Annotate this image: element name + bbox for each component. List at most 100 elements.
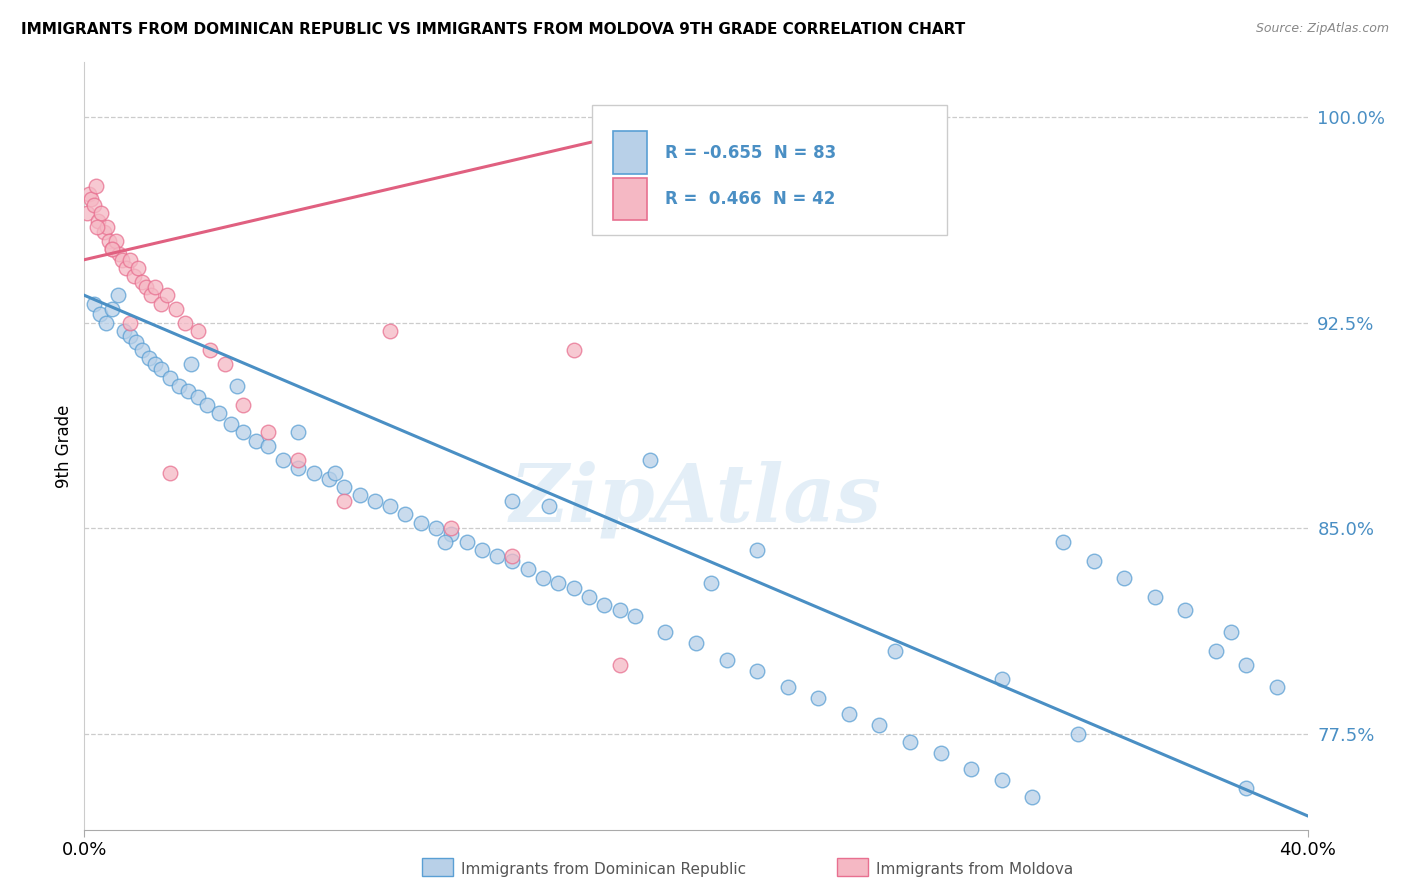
Point bbox=[547, 576, 569, 591]
Point bbox=[302, 467, 325, 481]
Point bbox=[112, 324, 135, 338]
Text: IMMIGRANTS FROM DOMINICAN REPUBLIC VS IMMIGRANTS FROM MOLDOVA 9TH GRADE CORRELAT: IMMIGRANTS FROM DOMINICAN REPUBLIC VS IM… bbox=[21, 22, 966, 37]
Point bbox=[898, 735, 921, 749]
Point bbox=[380, 324, 402, 338]
Point bbox=[991, 672, 1014, 686]
Point bbox=[198, 343, 221, 357]
Point bbox=[108, 247, 131, 261]
Point bbox=[380, 500, 402, 514]
Point bbox=[1205, 644, 1227, 658]
Point bbox=[167, 378, 190, 392]
Text: ZipAtlas: ZipAtlas bbox=[510, 461, 882, 539]
Point bbox=[471, 543, 494, 558]
Point bbox=[143, 357, 166, 371]
FancyBboxPatch shape bbox=[613, 178, 647, 219]
Point bbox=[139, 288, 162, 302]
Point bbox=[232, 398, 254, 412]
Point bbox=[609, 658, 631, 673]
Point bbox=[80, 193, 103, 207]
Point bbox=[1067, 727, 1090, 741]
Text: R = -0.655  N = 83: R = -0.655 N = 83 bbox=[665, 144, 837, 162]
Point bbox=[486, 549, 509, 563]
FancyBboxPatch shape bbox=[592, 104, 946, 235]
Point bbox=[257, 439, 280, 453]
Point bbox=[101, 301, 124, 316]
Point bbox=[245, 434, 267, 448]
Point bbox=[156, 288, 179, 302]
Point bbox=[83, 198, 105, 212]
Point bbox=[120, 329, 142, 343]
Point bbox=[1236, 658, 1258, 673]
Point bbox=[638, 452, 661, 467]
Point bbox=[991, 773, 1014, 788]
Point bbox=[578, 590, 600, 604]
Point bbox=[143, 280, 166, 294]
Point bbox=[394, 508, 416, 522]
Point bbox=[226, 378, 249, 392]
Point bbox=[149, 362, 172, 376]
Point bbox=[180, 357, 202, 371]
Point bbox=[538, 500, 561, 514]
Point bbox=[122, 269, 145, 284]
Point bbox=[125, 334, 148, 349]
Point bbox=[456, 534, 478, 549]
Text: R =  0.466  N = 42: R = 0.466 N = 42 bbox=[665, 190, 835, 208]
Point bbox=[149, 296, 172, 310]
Point bbox=[502, 554, 524, 568]
Point bbox=[159, 467, 181, 481]
Point bbox=[685, 636, 707, 650]
Point bbox=[1143, 590, 1166, 604]
Point bbox=[869, 718, 891, 732]
Point bbox=[90, 206, 112, 220]
Point bbox=[434, 534, 457, 549]
Point bbox=[716, 653, 738, 667]
Point bbox=[1021, 789, 1043, 804]
Point bbox=[929, 746, 952, 760]
Point bbox=[562, 582, 585, 596]
Point bbox=[318, 472, 340, 486]
Point bbox=[609, 603, 631, 617]
Point bbox=[93, 225, 115, 239]
Point bbox=[593, 598, 616, 612]
Point bbox=[98, 234, 121, 248]
Point bbox=[1174, 603, 1197, 617]
Y-axis label: 9th Grade: 9th Grade bbox=[55, 404, 73, 488]
Point bbox=[101, 242, 124, 256]
Point bbox=[516, 562, 538, 576]
Point bbox=[271, 452, 294, 467]
Point bbox=[1265, 680, 1288, 694]
Point bbox=[111, 252, 134, 267]
Text: Source: ZipAtlas.com: Source: ZipAtlas.com bbox=[1256, 22, 1389, 36]
Point bbox=[838, 707, 860, 722]
Point bbox=[208, 406, 231, 420]
Point bbox=[287, 452, 309, 467]
Point bbox=[115, 260, 138, 275]
Point bbox=[776, 680, 799, 694]
Point bbox=[101, 242, 124, 256]
Point bbox=[1083, 554, 1105, 568]
Point bbox=[349, 488, 371, 502]
Point bbox=[883, 644, 905, 658]
Point bbox=[118, 252, 141, 267]
Point bbox=[86, 219, 108, 234]
Point bbox=[531, 570, 554, 584]
Point bbox=[214, 357, 236, 371]
Point bbox=[287, 425, 309, 440]
Point bbox=[747, 664, 769, 678]
Point bbox=[89, 308, 111, 322]
Point bbox=[960, 762, 983, 776]
Point bbox=[186, 390, 208, 404]
Point bbox=[165, 301, 187, 316]
Point bbox=[1236, 781, 1258, 796]
Point bbox=[654, 625, 676, 640]
Point bbox=[96, 219, 118, 234]
Point bbox=[87, 214, 110, 228]
Point bbox=[364, 493, 387, 508]
Point bbox=[1114, 570, 1136, 584]
Point bbox=[287, 461, 309, 475]
Point bbox=[76, 206, 98, 220]
Point bbox=[257, 425, 280, 440]
Point bbox=[177, 384, 200, 399]
Point bbox=[440, 526, 463, 541]
Point bbox=[323, 467, 346, 481]
